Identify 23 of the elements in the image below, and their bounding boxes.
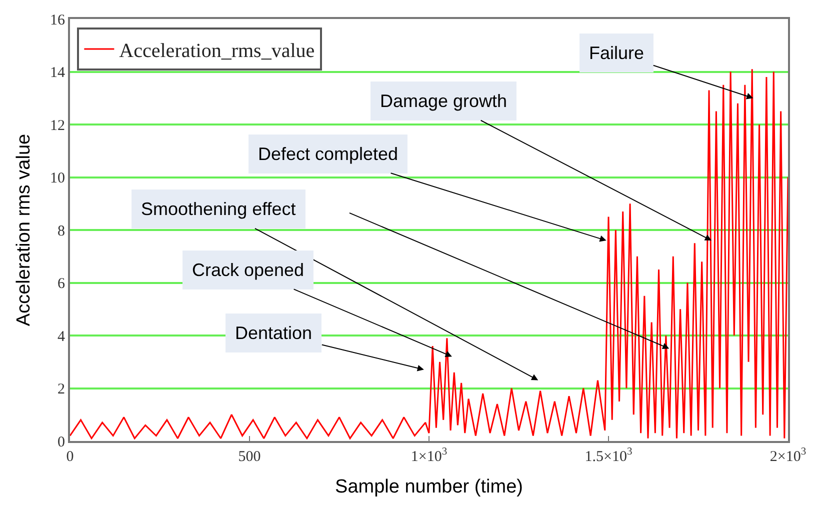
x-tick-label: 1.5×10$^{3}$ (584, 446, 632, 465)
y-axis-title: Acceleration rms value (13, 134, 34, 326)
y-tick-label: 0 (58, 434, 65, 450)
legend-label: Acceleration_rms_value (119, 40, 315, 62)
y-tick-label: 16 (50, 12, 66, 28)
y-tick-label: 6 (58, 276, 66, 292)
annotation: Failure (589, 43, 644, 63)
y-tick-label: 8 (58, 223, 65, 240)
y-tick-label: 2 (58, 382, 65, 398)
annotation: Crack opened (192, 260, 304, 280)
x-axis-title: Sample number (time) (335, 476, 523, 498)
y-tick-label: 14 (50, 65, 66, 81)
y-tick-label: 4 (58, 328, 66, 345)
annotation: Damage growth (380, 91, 508, 111)
annotation: Dentation (235, 323, 312, 343)
x-tick-label: 1×10$^{3}$ (410, 446, 448, 465)
x-tick-label: 500 (238, 449, 261, 465)
annotation: Smoothening effect (141, 199, 296, 219)
y-tick-label: 12 (50, 118, 65, 134)
x-tick-label: 2×10$^{3}$ (770, 446, 806, 465)
line-series (70, 68, 788, 440)
annotation: Defect completed (258, 144, 398, 164)
y-tick-label: 10 (50, 170, 65, 186)
